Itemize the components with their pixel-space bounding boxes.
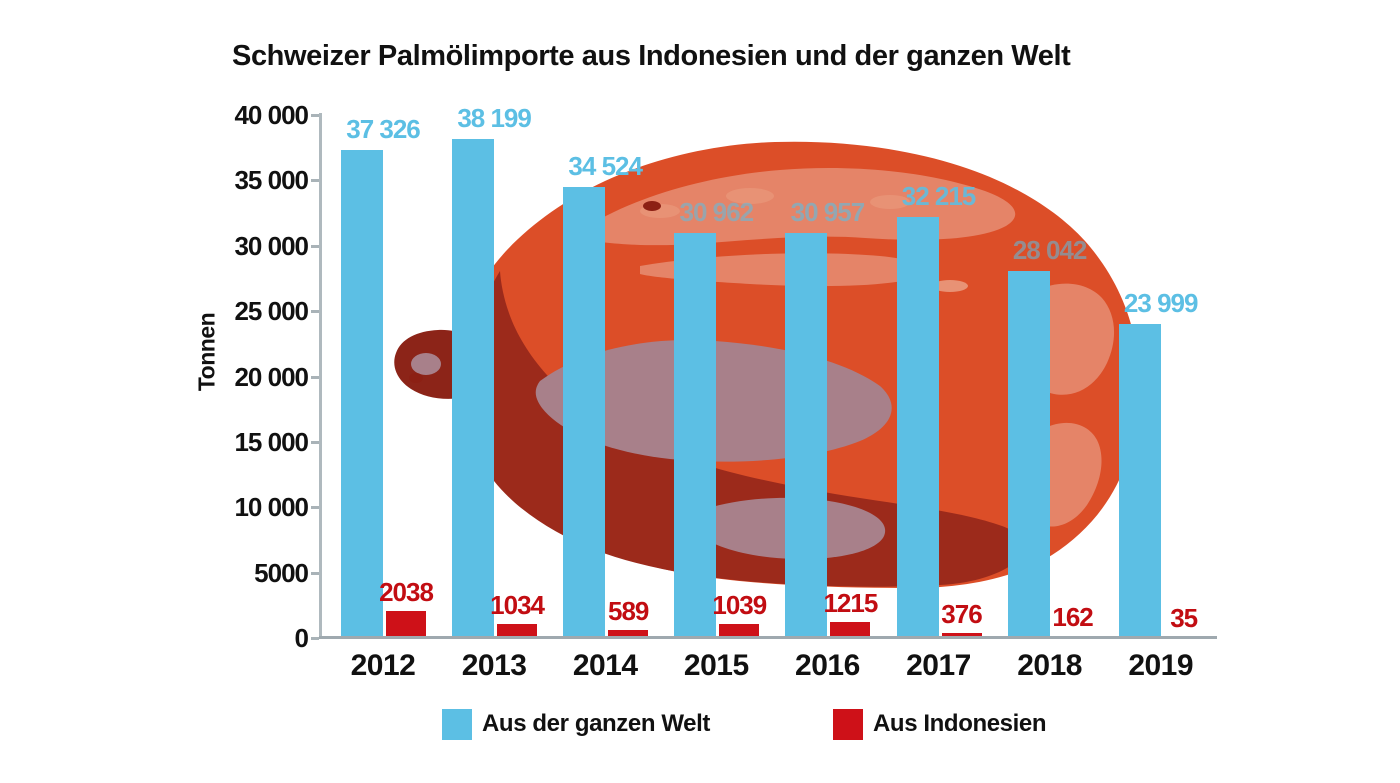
y-axis-tick-label: 5000 [254,557,309,588]
fruit-stem-spot [411,353,441,375]
y-axis-tick-label: 0 [294,623,309,653]
value-label-indonesia: 376 [941,599,982,630]
value-label-world: 34 524 [568,150,643,181]
value-label-world: 30 962 [679,197,755,228]
x-axis-year-label: 2012 [350,649,416,682]
y-axis-tick [311,114,319,117]
bar-indonesia [608,630,649,638]
x-axis-year-label: 2015 [683,649,749,682]
bar-world [341,149,383,638]
x-axis-year-label: 2013 [461,649,527,682]
y-axis-tick-label: 20 000 [234,361,309,392]
y-axis-tick [311,244,319,248]
bar-indonesia [386,611,426,638]
value-label-indonesia: 1034 [490,590,545,621]
bar-world [896,216,939,638]
legend-swatch-indonesia [833,709,863,740]
bar-world [563,186,606,638]
bar-world [452,138,495,638]
value-label-indonesia: 1215 [823,588,878,619]
value-label-world: 28 042 [1012,235,1088,266]
bar-indonesia [719,624,760,638]
y-axis-tick-label: 25 000 [234,296,309,327]
fruit-speckle [870,195,910,209]
fruit-speck-dark [643,201,661,211]
bar-world [674,233,717,638]
bar-world [1007,271,1050,638]
y-axis-tick-label: 15 000 [234,426,309,457]
x-axis-year-label: 2016 [795,649,860,682]
value-label-world: 23 999 [1123,288,1199,319]
value-label-indonesia: 589 [607,596,649,627]
value-label-indonesia: 2038 [379,577,434,608]
x-axis-year-label: 2017 [906,649,971,682]
y-axis-tick [311,310,319,314]
value-label-world: 37 326 [346,113,421,144]
value-label-world: 38 199 [457,102,532,133]
y-axis-tick-label: 40 000 [234,100,309,130]
legend-item-world: Aus der ganzen Welt [442,706,742,742]
legend-label-world: Aus der ganzen Welt [482,710,710,737]
y-axis-label: Tonnen [193,312,220,392]
bar-world [1118,324,1161,638]
y-axis-tick [311,571,319,575]
fruit-speckle [932,280,968,292]
y-axis-line [319,113,322,639]
y-axis-tick [311,440,319,444]
y-axis-tick-label: 35 000 [234,165,309,196]
bar-world [785,233,828,638]
y-axis-tick [311,637,319,640]
y-axis-tick [311,375,319,379]
legend-item-indonesia: Aus Indonesien [833,706,1093,742]
chart-title: Schweizer Palmölimporte aus Indonesien u… [232,40,1071,72]
value-label-indonesia: 162 [1052,601,1093,632]
y-axis-tick [311,179,319,183]
fruit-stem-spot-small [409,373,423,383]
value-label-indonesia: 1039 [712,590,767,621]
bar-indonesia [497,624,538,638]
y-axis-tick-label: 10 000 [234,492,309,523]
y-axis-tick-label: 30 000 [234,230,309,261]
value-label-indonesia: 35 [1170,603,1198,633]
fruit-speckle [726,188,774,204]
x-axis-year-label: 2014 [572,649,638,682]
value-label-world: 32 215 [901,180,977,211]
x-axis-year-label: 2019 [1128,649,1194,682]
legend-swatch-world [442,709,472,740]
legend-label-indonesia: Aus Indonesien [873,710,1047,737]
bar-indonesia [830,622,871,638]
y-axis-tick [311,506,319,510]
x-axis-line [319,636,1217,639]
chart-legend: Aus der ganzen Welt Aus Indonesien [0,706,1400,750]
bar-indonesia [941,633,982,638]
value-label-world: 30 957 [790,197,866,228]
x-axis-year-label: 2018 [1017,649,1082,682]
